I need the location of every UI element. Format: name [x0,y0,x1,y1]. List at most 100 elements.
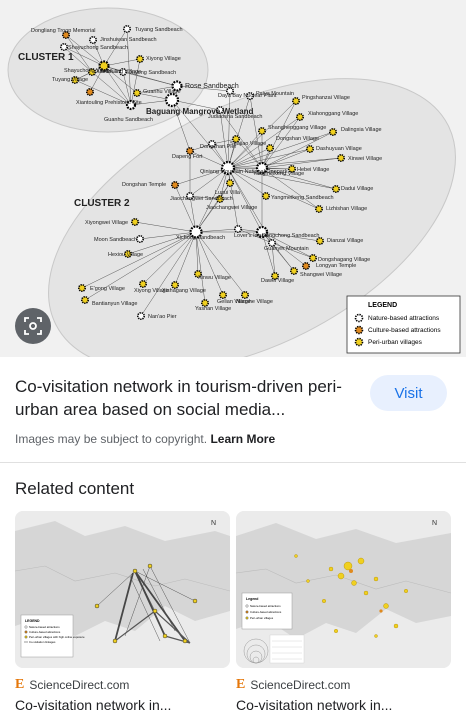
cluster-2-label: CLUSTER 2 [74,198,130,209]
node-label: Guanhu Village [143,89,181,95]
network-node [261,192,270,201]
card-source: E ScienceDirect.com [236,677,451,693]
card-source-name: ScienceDirect.com [29,678,130,692]
node-label: Paiya Mountain [256,91,294,97]
network-node [216,106,225,115]
card-source: E ScienceDirect.com [15,677,230,693]
network-nodes [59,24,345,320]
node-label: Dawei Village [261,278,294,284]
cluster-1-label: CLUSTER 1 [18,52,74,63]
network-node [78,283,87,292]
network-node [81,295,90,304]
related-card[interactable]: N Legend Nature-based attractions Cultur… [236,511,451,713]
network-node [124,250,133,259]
node-label: Hexiou Village [108,252,143,258]
lens-button[interactable] [15,308,51,344]
node-label: Bantianyun Village [92,301,137,307]
legend-village: Peri-urban villages [368,339,423,346]
thumb-legend-title: Legend [246,597,258,601]
network-node [265,144,274,153]
node-label: Daya Bay Nuclear Plant [218,93,277,99]
node-label: Rose Sandbeach [185,83,239,90]
network-node [71,76,80,85]
network-node [208,140,217,149]
node-label: Shanghenggang Village [268,125,326,131]
node-label: Xiyong Village [146,56,181,62]
node-label: Dongshan Village [276,136,319,142]
node-label: Dongshan Pier [200,144,237,150]
network-node [61,30,70,39]
result-image[interactable]: CLUSTER 1 CLUSTER 2 Dongliang Troop Memo… [0,0,466,357]
visit-button[interactable]: Visit [370,375,447,411]
learn-more-link[interactable]: Learn More [210,432,276,446]
network-node [133,89,142,98]
network-node [194,269,203,278]
network-node [315,237,324,246]
network-node [255,225,269,239]
network-node [139,279,148,288]
network-node [241,290,250,299]
card-title[interactable]: Co-visitation network in... [15,697,172,713]
network-node [267,239,276,248]
network-node [171,80,183,92]
network-diagram: CLUSTER 1 CLUSTER 2 Dongliang Troop Memo… [7,7,461,357]
network-node [186,192,195,201]
related-card[interactable]: N LEGEND Nature-based attractions Cultur… [15,511,230,713]
thumb-legend-item: Culture-based attractions [250,610,282,614]
node-label: Lizhishan Village [326,206,367,212]
node-label: Dongshagang Village [318,257,370,263]
node-label: Jiaochangwei Village [206,205,257,211]
thumb-legend-item: Peri-urban villages [250,616,274,620]
node-label: Baguang Mangrove Wetland [146,107,254,116]
node-label: Guanhu Sandbeach [104,117,153,123]
network-node [289,266,298,275]
node-label: Dalingxia Village [341,127,382,133]
network-node [226,179,235,188]
network-node [119,68,128,77]
network-node [164,92,180,108]
thumb-legend-title: LEGEND [25,619,40,623]
node-label: Dianzai Village [327,238,363,244]
copyright-notice: Images may be subject to copyright. Lear… [15,432,275,446]
network-node [86,88,95,97]
network-node [255,161,269,175]
related-thumbnail[interactable]: N Legend Nature-based attractions Cultur… [236,511,451,668]
network-node [201,298,210,307]
node-label: Shayuchong Sandbeach [68,45,128,51]
node-label: Jiaochangwei Sandbeach [170,196,233,202]
node-label: Shayuchong Village [64,68,113,74]
node-label: Xiyong Sandbeach [130,70,176,76]
node-label: Nanshe Village [236,299,273,305]
result-title[interactable]: Co-visitation network in tourism-driven … [15,377,342,419]
node-label: Pingshanzai Village [302,95,350,101]
svg-text:N: N [432,520,437,527]
network-node [270,271,279,280]
sciencedirect-icon: E [15,677,25,692]
node-label: Judiaosha Sandbeach [208,114,262,120]
node-label: Xiyongwei Village [85,220,128,226]
cluster-1-region [7,7,209,133]
node-label: Longyan Temple [316,263,356,269]
network-node [59,42,68,51]
related-thumbnail[interactable]: N LEGEND Nature-based attractions Cultur… [15,511,230,668]
network-node [308,254,317,263]
node-label: Xiantouling Village [96,69,141,75]
network-node [257,127,266,136]
node-label: Gelian Village [217,299,251,305]
node-label: Hebei Village [297,167,329,173]
card-title[interactable]: Co-visitation network in... [236,697,393,713]
network-node [125,99,137,111]
network-node [88,68,97,77]
network-node [123,24,132,33]
section-divider [0,462,466,463]
node-label: Yashan Village [195,306,231,312]
network-node [219,290,228,299]
network-node [291,97,300,106]
network-node [136,235,145,244]
node-label: Xiyong Village [134,288,169,294]
network-node [220,160,236,176]
node-label: Xinwei Village [348,156,382,162]
lens-icon [24,317,42,335]
network-node [305,145,314,154]
legend-culture: Culture-based attractions [368,327,441,334]
